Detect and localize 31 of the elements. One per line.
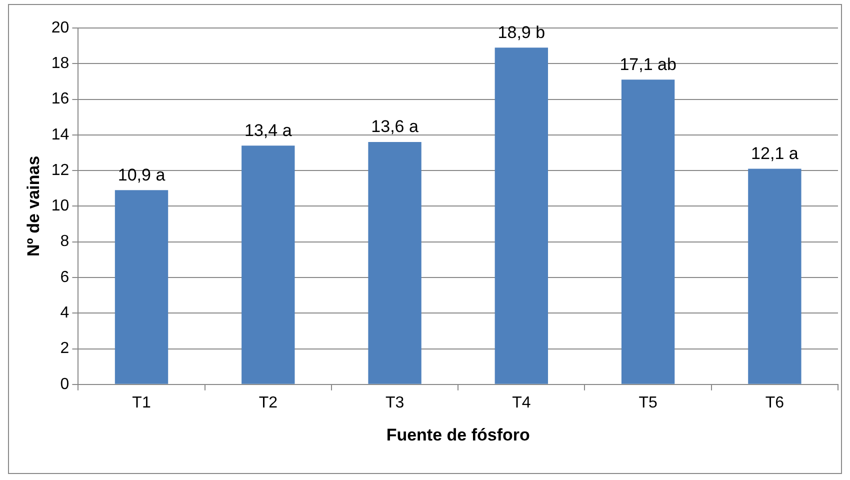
x-tick-label: T6: [765, 394, 784, 412]
data-label: 10,9 a: [118, 165, 166, 184]
y-tick-label: 20: [51, 19, 70, 36]
y-tick-label: 14: [51, 126, 70, 144]
y-tick-label: 6: [60, 268, 70, 286]
data-label: 17,1 ab: [620, 54, 676, 74]
bar: [242, 146, 295, 384]
y-tick-label: 8: [60, 233, 70, 250]
data-label: 18,9 b: [498, 22, 546, 42]
bar: [748, 168, 802, 384]
x-tick-label: T5: [638, 394, 658, 412]
y-tick-label: 4: [60, 304, 70, 322]
data-label: 13,4 a: [244, 120, 292, 140]
bar: [621, 80, 675, 384]
y-tick-label: 0: [60, 376, 70, 393]
x-axis-title: Fuente de fósforo: [386, 425, 530, 444]
bar: [114, 190, 168, 384]
bar: [368, 142, 422, 384]
y-tick-label: 16: [51, 90, 70, 108]
x-tick-label: T1: [132, 394, 151, 412]
x-tick-label: T3: [385, 394, 404, 412]
y-tick-label: 2: [60, 340, 70, 358]
x-tick-label: T4: [512, 394, 531, 412]
y-tick-label: 12: [51, 162, 70, 179]
data-label: 12,1 a: [751, 144, 799, 163]
x-tick-label: T2: [258, 394, 278, 412]
data-label: 13,6 a: [371, 117, 419, 136]
y-axis-title: Nº de vainas: [24, 156, 43, 257]
y-tick-label: 18: [51, 55, 70, 72]
y-tick-label: 10: [51, 198, 70, 215]
bar: [494, 48, 548, 384]
